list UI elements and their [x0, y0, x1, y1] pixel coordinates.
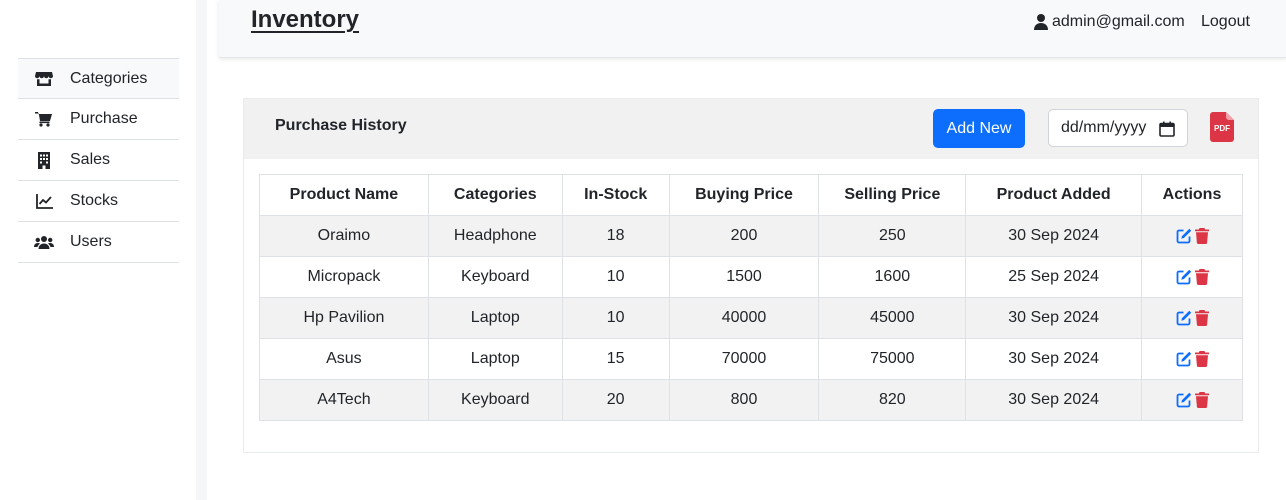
edit-icon[interactable] [1176, 228, 1192, 244]
purchase-history-card: Purchase History Add New dd/mm/yyyy PDF … [243, 98, 1259, 453]
cell-actions [1141, 338, 1243, 380]
column-header: Product Added [965, 174, 1143, 216]
cell-product-name: Asus [259, 338, 429, 380]
cell-in-stock: 10 [561, 297, 670, 339]
column-header: Buying Price [668, 174, 820, 216]
brand-link[interactable]: Inventory [251, 6, 360, 33]
sidebar-item-purchase[interactable]: Purchase [18, 99, 179, 140]
cell-product-name: A4Tech [259, 379, 429, 421]
sidebar: Categories Purchase Sales Stocks Users [0, 0, 196, 500]
add-new-button[interactable]: Add New [933, 109, 1025, 148]
edit-icon[interactable] [1176, 310, 1192, 326]
column-header: Selling Price [818, 174, 967, 216]
cell-product-name: Hp Pavilion [259, 297, 429, 339]
cell-actions [1141, 256, 1243, 298]
sidebar-item-label: Users [70, 233, 112, 250]
user-icon [1034, 14, 1048, 30]
cell-product-added: 30 Sep 2024 [965, 338, 1143, 380]
top-navbar: Inventory admin@gmail.com Logout [219, 0, 1286, 58]
user-email: admin@gmail.com [1052, 13, 1185, 30]
delete-icon[interactable] [1194, 351, 1209, 367]
cell-product-added: 25 Sep 2024 [965, 256, 1143, 298]
users-icon [18, 235, 70, 250]
cell-in-stock: 18 [561, 215, 670, 257]
store-icon [18, 71, 70, 87]
cell-product-added: 30 Sep 2024 [965, 215, 1143, 257]
delete-icon[interactable] [1194, 228, 1209, 244]
card-title: Purchase History [275, 117, 407, 134]
cell-category: Keyboard [427, 379, 563, 421]
cell-category: Laptop [427, 338, 563, 380]
delete-icon[interactable] [1194, 392, 1209, 408]
sidebar-item-label: Sales [70, 151, 111, 168]
calendar-icon[interactable] [1159, 121, 1175, 137]
sidebar-item-users[interactable]: Users [18, 222, 179, 263]
edit-icon[interactable] [1176, 392, 1192, 408]
cell-buying-price: 70000 [668, 338, 820, 380]
user-info: admin@gmail.com [1034, 13, 1185, 31]
cell-buying-price: 40000 [668, 297, 820, 339]
cell-in-stock: 20 [561, 379, 670, 421]
sidebar-item-sales[interactable]: Sales [18, 140, 179, 181]
date-placeholder: dd/mm/yyyy [1061, 119, 1147, 136]
cell-category: Laptop [427, 297, 563, 339]
cell-selling-price: 250 [818, 215, 967, 257]
pdf-export-icon[interactable]: PDF [1210, 112, 1234, 147]
cell-in-stock: 10 [561, 256, 670, 298]
cell-category: Headphone [427, 215, 563, 257]
table-header-row: Product Name Categories In-Stock Buying … [259, 174, 1243, 216]
cell-actions [1141, 215, 1243, 257]
logout-link[interactable]: Logout [1201, 13, 1250, 30]
sidebar-nav: Categories Purchase Sales Stocks Users [18, 58, 179, 263]
cell-product-name: Micropack [259, 256, 429, 298]
column-header: Product Name [259, 174, 429, 216]
column-header: In-Stock [561, 174, 670, 216]
cell-actions [1141, 297, 1243, 339]
cart-icon [18, 111, 70, 127]
chart-line-icon [18, 193, 70, 209]
sidebar-divider [196, 0, 207, 500]
delete-icon[interactable] [1194, 269, 1209, 285]
purchase-table: Product Name Categories In-Stock Buying … [259, 174, 1243, 421]
sidebar-item-categories[interactable]: Categories [18, 58, 179, 99]
card-header: Purchase History Add New dd/mm/yyyy PDF [244, 99, 1258, 159]
edit-icon[interactable] [1176, 269, 1192, 285]
table-row: Micropack Keyboard 10 1500 1600 25 Sep 2… [259, 256, 1243, 298]
cell-buying-price: 200 [668, 215, 820, 257]
table-row: Oraimo Headphone 18 200 250 30 Sep 2024 [259, 215, 1243, 257]
cell-selling-price: 1600 [818, 256, 967, 298]
cell-product-name: Oraimo [259, 215, 429, 257]
edit-icon[interactable] [1176, 351, 1192, 367]
table-row: Hp Pavilion Laptop 10 40000 45000 30 Sep… [259, 297, 1243, 339]
cell-selling-price: 75000 [818, 338, 967, 380]
cell-buying-price: 1500 [668, 256, 820, 298]
cell-product-added: 30 Sep 2024 [965, 297, 1143, 339]
table-row: Asus Laptop 15 70000 75000 30 Sep 2024 [259, 338, 1243, 380]
column-header: Actions [1141, 174, 1243, 216]
table-row: A4Tech Keyboard 20 800 820 30 Sep 2024 [259, 379, 1243, 421]
sidebar-item-label: Categories [70, 69, 148, 87]
cell-actions [1141, 379, 1243, 421]
cell-in-stock: 15 [561, 338, 670, 380]
cell-selling-price: 45000 [818, 297, 967, 339]
column-header: Categories [427, 174, 563, 216]
cell-category: Keyboard [427, 256, 563, 298]
delete-icon[interactable] [1194, 310, 1209, 326]
svg-text:PDF: PDF [1214, 124, 1230, 133]
sidebar-item-label: Purchase [70, 110, 138, 127]
building-icon [18, 151, 70, 169]
cell-buying-price: 800 [668, 379, 820, 421]
sidebar-item-label: Stocks [70, 192, 119, 209]
sidebar-item-stocks[interactable]: Stocks [18, 181, 179, 222]
cell-product-added: 30 Sep 2024 [965, 379, 1143, 421]
cell-selling-price: 820 [818, 379, 967, 421]
date-filter-input[interactable]: dd/mm/yyyy [1048, 109, 1188, 147]
